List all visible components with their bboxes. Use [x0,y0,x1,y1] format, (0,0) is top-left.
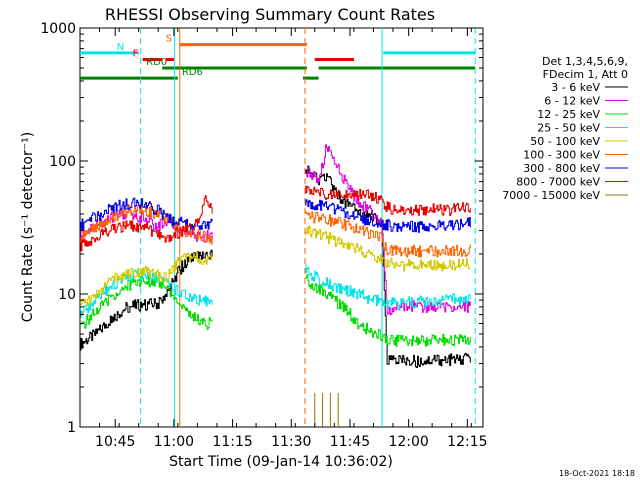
x-tick-label: 12:00 [388,434,428,450]
x-tick-label: 10:45 [95,434,135,450]
x-tick-label: 11:45 [330,434,370,450]
footer-timestamp: 18-Oct-2021 18:18 [559,469,635,478]
legend-entry-label: 12 - 25 keV [537,108,600,121]
y-axis-label: Count Rate (s⁻¹ detector⁻¹) [20,132,36,322]
series-line-0 [80,165,471,368]
y-tick-label: 1000 [40,21,76,37]
series-line-8 [314,393,339,427]
state-bars: N S F RD0 RD6 [80,34,476,80]
series-line-5 [80,204,471,258]
plot-frame [79,27,484,428]
legend: Det 1,3,4,5,6,9,FDecim 1, Att 03 - 6 keV… [502,55,628,202]
state-bar-label: N [117,42,124,53]
series-line-7 [80,185,471,252]
legend-entry-label: 100 - 300 keV [523,149,600,162]
legend-entry-label: 300 - 800 keV [523,162,600,175]
x-axis-label: Start Time (09-Jan-14 10:36:02) [169,454,393,470]
legend-entry-label: 7000 - 15000 keV [502,189,600,202]
data-series [80,144,471,427]
series-line-2 [80,273,471,347]
state-bar-label: F [133,48,139,59]
legend-header: Det 1,3,4,5,6,9, [542,55,628,68]
axes: 10:45 11:00 11:15 11:30 11:45 12:00 12:15 1 10 10… [40,21,487,450]
legend-entry-label: 6 - 12 keV [544,95,600,108]
legend-entry-label: 3 - 6 keV [551,81,600,94]
legend-entry-label: 50 - 100 keV [530,135,600,148]
chart-title: RHESSI Observing Summary Count Rates [105,5,435,24]
series-line-4 [80,225,471,307]
legend-entry-label: 25 - 50 keV [537,122,600,135]
x-tick-label: 11:30 [271,434,311,450]
legend-entry-label: 800 - 7000 keV [516,176,600,189]
x-tick-label: 11:15 [212,434,252,450]
x-tick-label: 12:15 [447,434,487,450]
x-tick-label: 11:00 [154,434,194,450]
y-tick-label: 1 [67,420,76,436]
state-bar-label: RD0 [146,57,167,68]
state-bar-label: RD6 [182,67,203,78]
legend-header: FDecim 1, Att 0 [543,68,628,81]
state-bar-label: S [166,34,172,45]
y-tick-label: 100 [49,154,76,170]
y-tick-label: 10 [58,287,76,303]
